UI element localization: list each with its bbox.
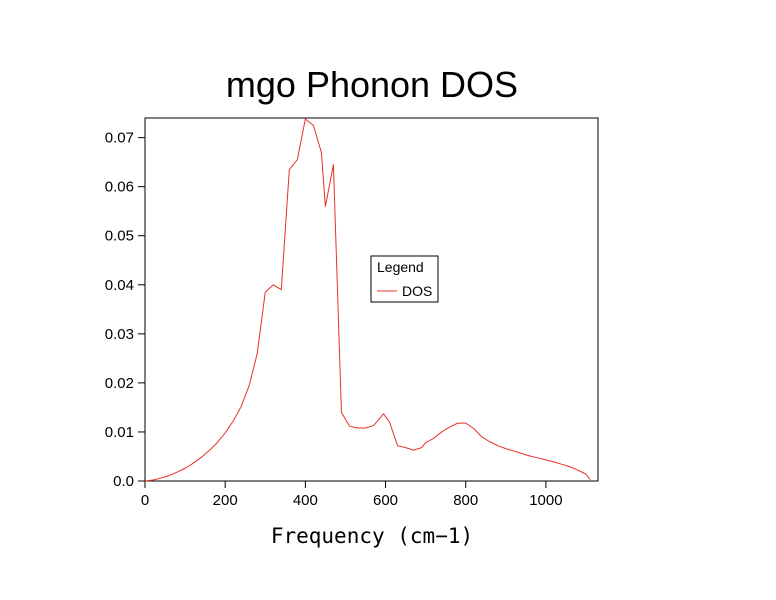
x-tick-label: 200 [213,492,238,509]
plot-frame [144,117,599,482]
x-axis-ticks: 0 200 400 600 800 1000 [141,481,563,509]
series-line-dos [144,118,591,482]
y-tick-label: 0.02 [105,375,134,392]
x-tick-label: 0 [141,492,149,509]
x-tick-label: 400 [293,492,318,509]
x-axis-label: Frequency (cm−1) [271,524,473,548]
y-axis-ticks: 0.0 0.01 0.02 0.03 0.04 0.05 0.06 0.07 [105,130,145,490]
y-tick-label: 0.06 [105,179,134,196]
y-tick-label: 0.05 [105,228,134,245]
x-tick-label: 600 [373,492,398,509]
chart-title: mgo Phonon DOS [226,64,518,105]
x-tick-label: 1000 [529,492,562,509]
y-tick-label: 0.03 [105,326,134,343]
legend-title: Legend [377,259,424,275]
y-tick-label: 0.04 [105,277,134,294]
y-tick-label: 0.0 [113,473,134,490]
legend-entry-dos: DOS [402,283,432,299]
x-tick-label: 800 [453,492,478,509]
series-layer [144,118,591,482]
legend-box [370,255,439,303]
legend: Legend DOS [370,255,439,303]
y-tick-label: 0.01 [105,424,134,441]
y-tick-label: 0.07 [105,130,134,147]
